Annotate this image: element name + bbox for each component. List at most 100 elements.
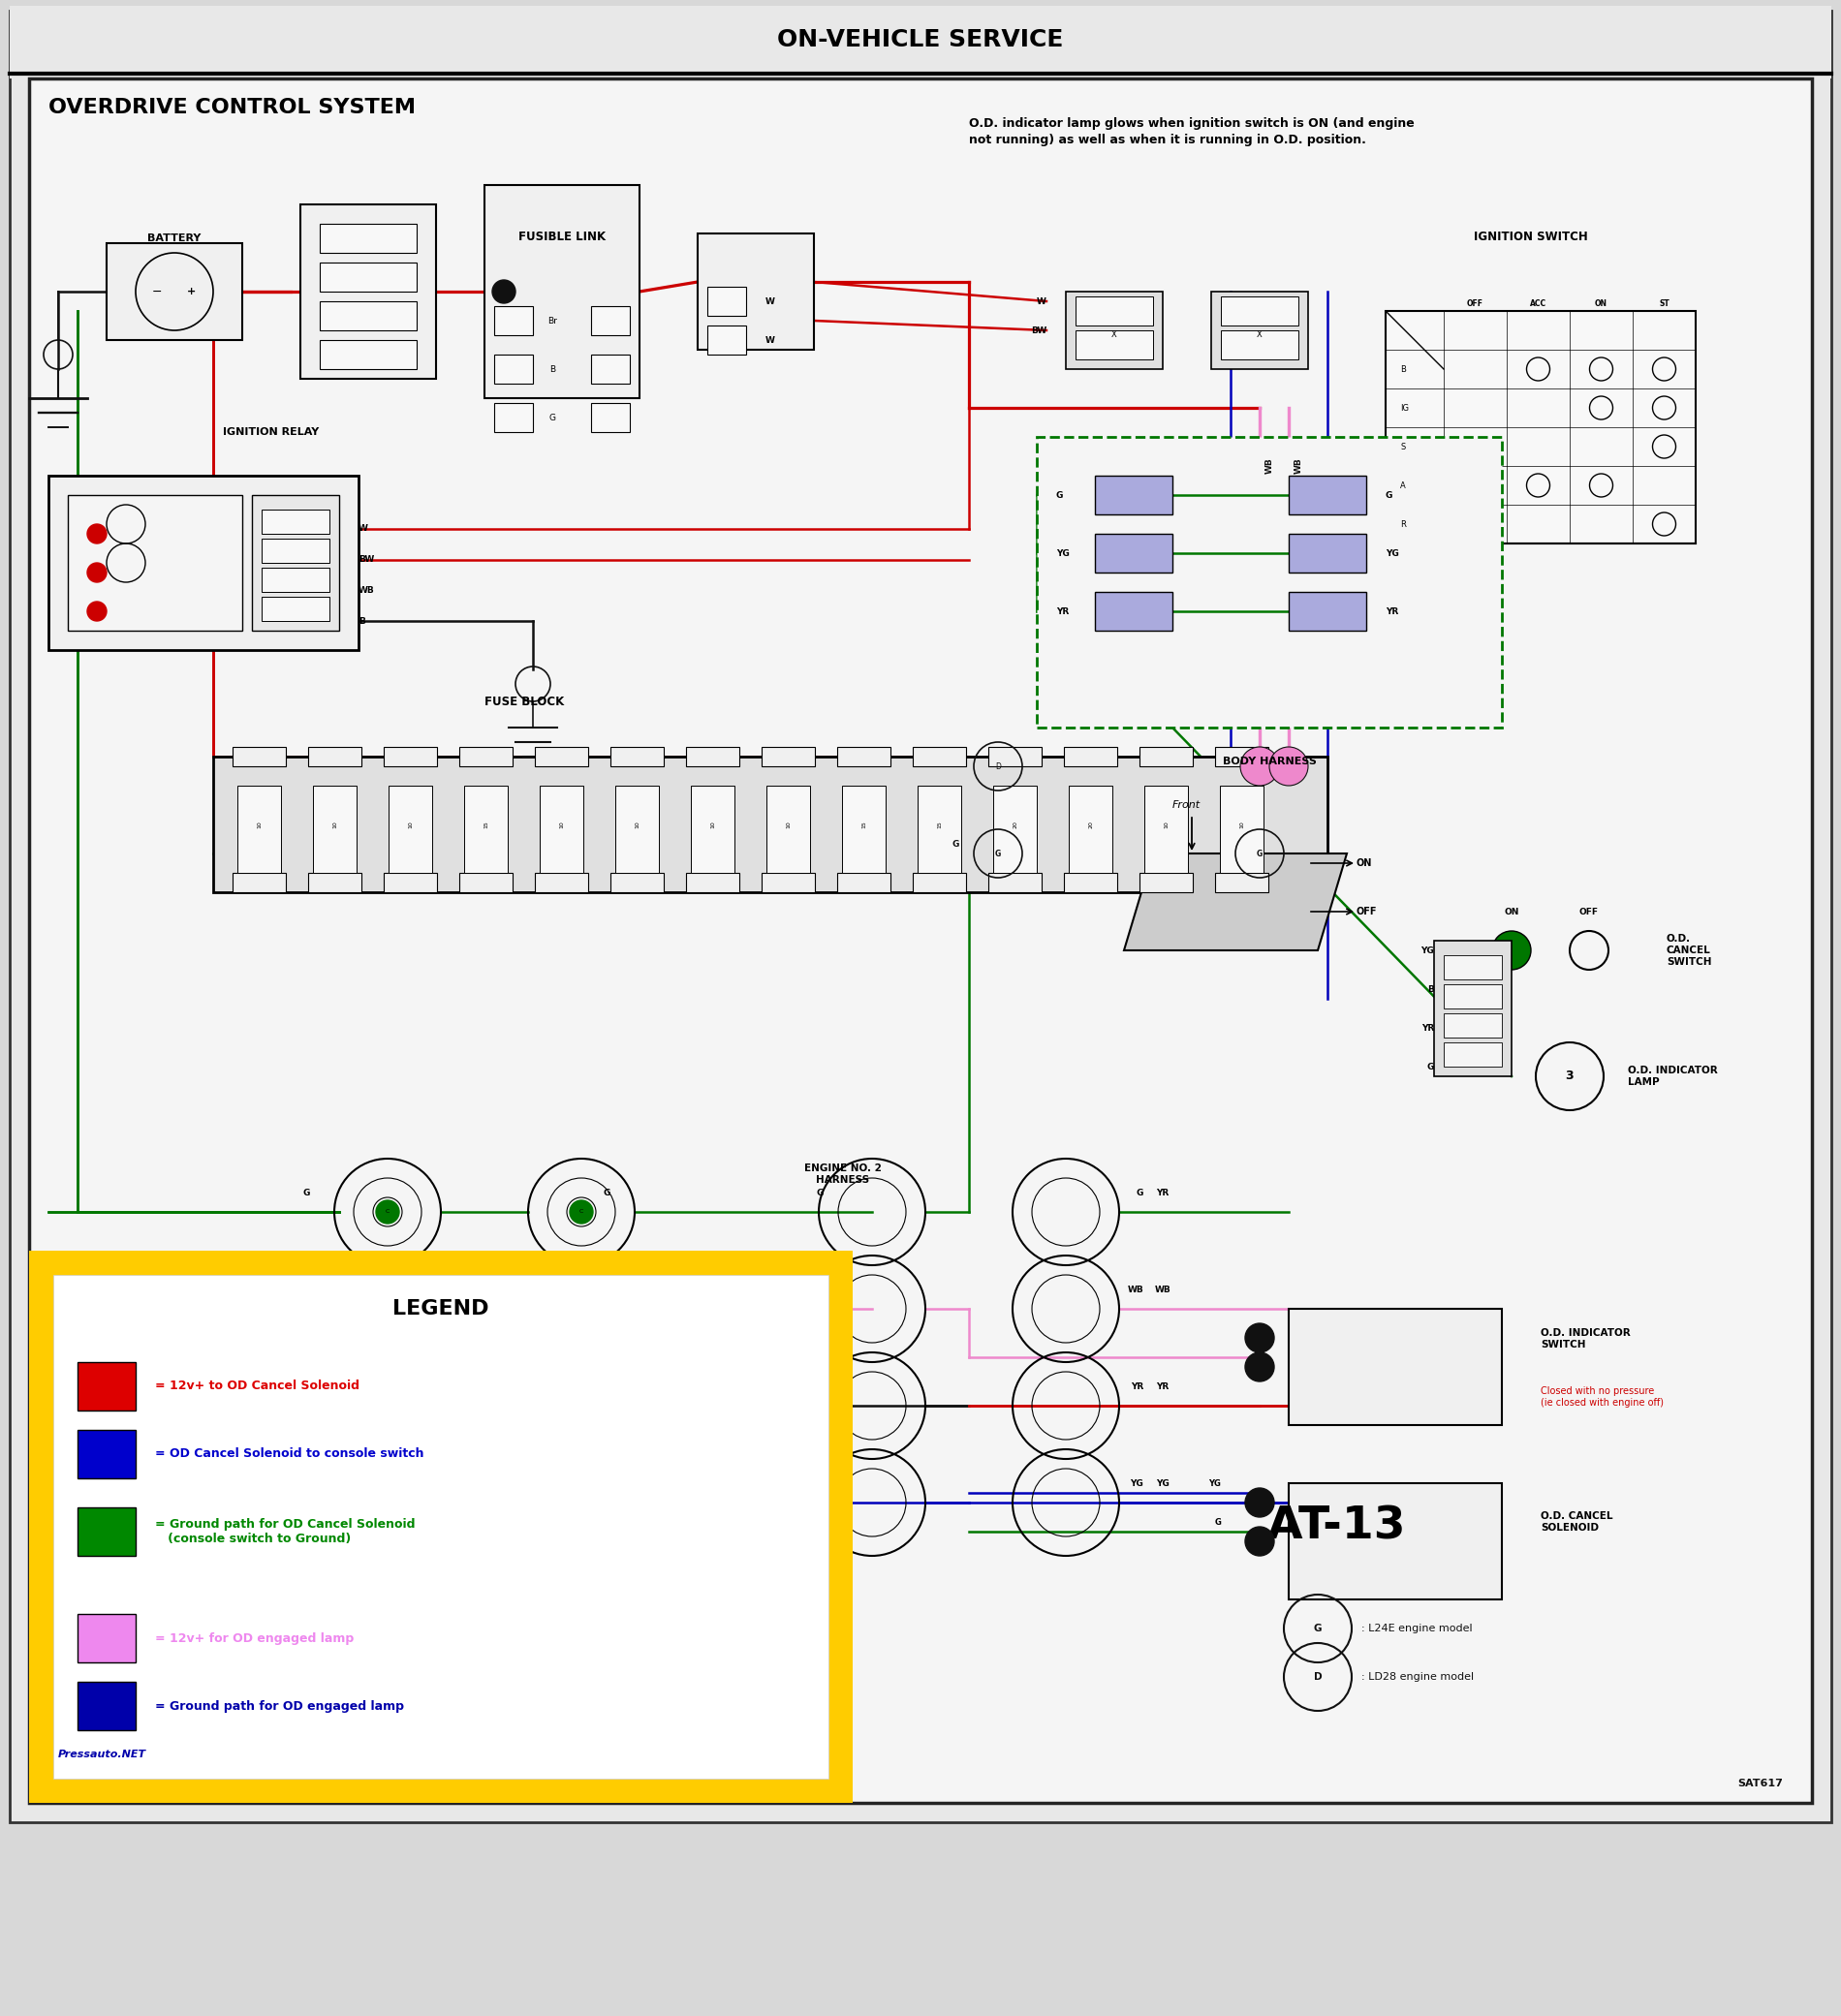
Text: D: D bbox=[996, 762, 1002, 770]
Circle shape bbox=[376, 1200, 399, 1224]
Bar bbox=[1211, 292, 1309, 369]
Text: Front: Front bbox=[1173, 800, 1200, 810]
Bar bbox=[917, 786, 961, 873]
Text: S: S bbox=[1401, 442, 1405, 452]
Bar bbox=[707, 325, 746, 355]
Text: O.D. CANCEL
SOLENOID: O.D. CANCEL SOLENOID bbox=[1541, 1512, 1613, 1532]
Bar bbox=[690, 786, 735, 873]
Bar bbox=[1289, 1308, 1502, 1425]
Bar bbox=[989, 873, 1042, 893]
Text: W: W bbox=[1036, 296, 1046, 306]
Bar bbox=[77, 1363, 136, 1411]
Text: YR: YR bbox=[1421, 1024, 1434, 1032]
Circle shape bbox=[87, 562, 107, 583]
Bar bbox=[913, 873, 967, 893]
Bar bbox=[841, 786, 886, 873]
Text: G: G bbox=[1314, 1623, 1322, 1633]
Bar bbox=[77, 1429, 136, 1478]
Text: O.D. INDICATOR
LAMP: O.D. INDICATOR LAMP bbox=[1627, 1066, 1718, 1087]
Bar bbox=[762, 746, 816, 766]
Bar bbox=[464, 786, 508, 873]
Text: ST: ST bbox=[1659, 298, 1670, 308]
Text: WB: WB bbox=[808, 1286, 823, 1294]
Text: YG: YG bbox=[810, 1480, 823, 1488]
Bar bbox=[77, 1508, 136, 1556]
Bar bbox=[1070, 786, 1112, 873]
Bar bbox=[1064, 746, 1117, 766]
Text: G: G bbox=[549, 413, 556, 421]
Bar bbox=[232, 873, 285, 893]
Bar bbox=[1221, 331, 1298, 359]
Text: YR: YR bbox=[296, 1383, 309, 1391]
Bar bbox=[29, 79, 1812, 1802]
Text: OFF: OFF bbox=[1357, 907, 1377, 917]
Text: WB: WB bbox=[1127, 1286, 1143, 1294]
Bar bbox=[320, 341, 416, 369]
Bar bbox=[9, 6, 1832, 79]
Text: YG: YG bbox=[1386, 548, 1399, 558]
Text: 10: 10 bbox=[333, 821, 337, 829]
Text: BATTERY: BATTERY bbox=[147, 234, 201, 244]
Circle shape bbox=[1241, 746, 1279, 786]
Text: BW: BW bbox=[1031, 327, 1046, 335]
Text: O.D. INDICATOR
SWITCH: O.D. INDICATOR SWITCH bbox=[1541, 1329, 1631, 1349]
Text: ON: ON bbox=[1357, 859, 1372, 869]
Text: LEGEND: LEGEND bbox=[392, 1298, 490, 1318]
Text: C: C bbox=[385, 1403, 390, 1407]
Text: 15: 15 bbox=[937, 821, 943, 829]
Text: B: B bbox=[359, 617, 365, 627]
Bar bbox=[1095, 593, 1173, 631]
Text: IGNITION SWITCH: IGNITION SWITCH bbox=[1475, 230, 1589, 244]
Text: YR: YR bbox=[1386, 607, 1399, 615]
Bar bbox=[388, 786, 433, 873]
Bar bbox=[913, 746, 967, 766]
Text: −: − bbox=[151, 286, 162, 298]
Bar bbox=[383, 873, 436, 893]
Bar bbox=[237, 786, 282, 873]
Text: +: + bbox=[188, 286, 197, 296]
Bar bbox=[611, 746, 665, 766]
Text: G: G bbox=[1386, 490, 1394, 500]
Bar bbox=[615, 786, 659, 873]
Text: O.D. indicator lamp glows when ignition switch is ON (and engine
not running) as: O.D. indicator lamp glows when ignition … bbox=[968, 117, 1414, 147]
Text: W: W bbox=[766, 296, 775, 306]
Bar bbox=[320, 262, 416, 292]
Text: YG: YG bbox=[1130, 1480, 1143, 1488]
Bar bbox=[300, 204, 436, 379]
Text: W: W bbox=[359, 524, 368, 534]
Text: = 12v+ for OD engaged lamp: = 12v+ for OD engaged lamp bbox=[155, 1631, 353, 1645]
Bar bbox=[1140, 746, 1193, 766]
Text: WB: WB bbox=[1265, 458, 1274, 474]
Text: G: G bbox=[304, 1189, 309, 1198]
Text: R: R bbox=[1401, 520, 1407, 528]
Circle shape bbox=[87, 601, 107, 621]
Text: YR: YR bbox=[598, 1383, 611, 1391]
Text: C: C bbox=[580, 1210, 584, 1214]
Text: YR: YR bbox=[810, 1383, 823, 1391]
Bar bbox=[762, 873, 816, 893]
Bar bbox=[29, 1250, 852, 1802]
Text: : LD28 engine model: : LD28 engine model bbox=[1360, 1671, 1475, 1681]
Bar bbox=[1443, 984, 1502, 1008]
Bar bbox=[261, 510, 330, 534]
Circle shape bbox=[1245, 1488, 1274, 1518]
Text: C: C bbox=[385, 1210, 390, 1214]
Text: = Ground path for OD engaged lamp: = Ground path for OD engaged lamp bbox=[155, 1699, 403, 1712]
Text: YG: YG bbox=[1421, 946, 1434, 956]
Text: ACC: ACC bbox=[1530, 298, 1546, 308]
Text: ON: ON bbox=[1504, 907, 1519, 915]
Bar bbox=[493, 306, 532, 335]
Text: G: G bbox=[952, 839, 959, 849]
Bar bbox=[838, 746, 891, 766]
Bar bbox=[252, 496, 339, 631]
Bar bbox=[539, 786, 584, 873]
Text: G: G bbox=[816, 1189, 823, 1198]
Text: Pressauto.NET: Pressauto.NET bbox=[59, 1750, 147, 1760]
Circle shape bbox=[1493, 931, 1532, 970]
Text: = OD Cancel Solenoid to console switch: = OD Cancel Solenoid to console switch bbox=[155, 1447, 423, 1460]
Text: YG: YG bbox=[1156, 1480, 1169, 1488]
Bar bbox=[1095, 476, 1173, 514]
Bar bbox=[1443, 1042, 1502, 1066]
Text: 10: 10 bbox=[1164, 821, 1169, 829]
Bar bbox=[536, 873, 587, 893]
